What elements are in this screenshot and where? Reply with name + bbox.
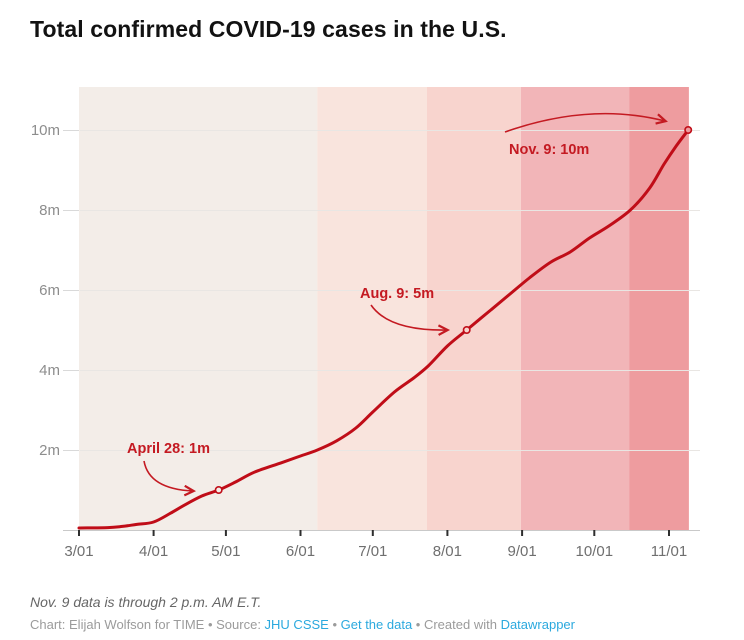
credit-separator: • — [328, 617, 341, 632]
gridline — [80, 450, 700, 451]
cases-line — [77, 128, 690, 530]
source-link[interactable]: JHU CSSE — [264, 617, 329, 632]
gridline — [80, 290, 700, 291]
y-axis-tick — [63, 210, 79, 211]
y-tick-label: 6m — [39, 282, 60, 299]
x-tick-label: 11/01 — [651, 543, 687, 560]
datawrapper-link[interactable]: Datawrapper — [500, 617, 575, 632]
gridline — [80, 370, 700, 371]
y-tick-label: 2m — [39, 442, 60, 459]
x-axis-tick — [224, 530, 227, 536]
highlight-band — [629, 87, 689, 530]
x-tick-label: 3/01 — [64, 543, 93, 560]
chart-footnote: Nov. 9 data is through 2 p.m. AM E.T. — [30, 594, 262, 610]
y-axis-tick — [63, 130, 79, 131]
milestone-point-marker — [462, 325, 471, 334]
x-axis-tick — [371, 530, 374, 536]
x-tick-label: 7/01 — [358, 543, 387, 560]
highlight-band — [520, 87, 630, 530]
credit-created-with: • Created with — [412, 617, 501, 632]
y-axis-tick — [63, 290, 79, 291]
annotation-arrow — [370, 304, 447, 330]
covid-cases-line-chart: 2m 4m 6m 8m 10m 3/01 4/01 5/01 6/01 7/01 8/01 9/01 1… — [31, 87, 700, 560]
annotation-label: Nov. 9: 10m — [509, 142, 589, 158]
gridline — [80, 130, 700, 131]
highlight-band — [427, 87, 521, 530]
y-tick-label: 4m — [39, 362, 60, 379]
highlight-band — [79, 87, 318, 530]
highlight-band — [317, 87, 427, 530]
get-the-data-link[interactable]: Get the data — [340, 617, 413, 632]
x-axis-baseline — [63, 530, 700, 531]
y-axis-tick — [63, 450, 79, 451]
milestone-point-marker — [684, 126, 693, 135]
y-tick-label: 10m — [31, 122, 60, 139]
annotation-label: Aug. 9: 5m — [360, 286, 434, 302]
annotation-arrow — [143, 460, 193, 491]
credit-text: Chart: Elijah Wolfson for TIME • Source: — [30, 617, 265, 632]
x-tick-label: 8/01 — [433, 543, 462, 560]
x-axis-tick — [152, 530, 155, 536]
gridline — [80, 210, 700, 211]
milestone-point-marker — [214, 485, 223, 494]
annotation-label: April 28: 1m — [127, 441, 210, 457]
x-axis-tick — [446, 530, 449, 536]
x-axis-tick — [521, 530, 524, 536]
x-tick-label: 6/01 — [286, 543, 315, 560]
x-axis-tick — [668, 530, 670, 536]
y-axis-tick — [63, 370, 79, 371]
page-title: Total confirmed COVID-19 cases in the U.… — [30, 16, 507, 42]
y-tick-label: 8m — [39, 202, 60, 219]
x-tick-label: 9/01 — [507, 543, 536, 560]
x-axis-tick — [593, 530, 596, 536]
x-tick-label: 4/01 — [139, 543, 168, 560]
x-tick-label: 5/01 — [211, 543, 240, 560]
annotation-arrow — [504, 112, 665, 133]
x-tick-label: 10/01 — [576, 543, 614, 560]
chart-attribution: Chart: Elijah Wolfson for TIME • Source:… — [30, 617, 575, 632]
x-axis-tick — [299, 530, 302, 536]
x-axis-tick — [78, 530, 80, 536]
